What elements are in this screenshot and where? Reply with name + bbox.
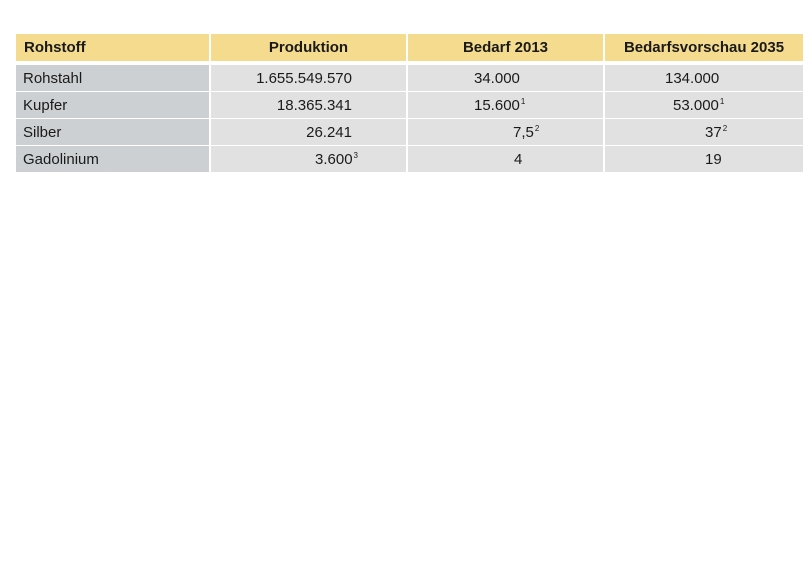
cell-produktion: 1.655.549.570 xyxy=(211,65,406,91)
rohstoff-label: Silber xyxy=(23,123,62,141)
header-produktion: Produktion xyxy=(211,34,406,61)
cell-produktion: 3.6003 xyxy=(211,146,406,172)
cell-bedarf-2013: 34.000 xyxy=(408,65,603,91)
footnote-marker: 3 xyxy=(353,150,358,160)
rohstoff-label: Rohstahl xyxy=(23,69,83,87)
bedarf-value: 15.6001 xyxy=(474,97,525,114)
table-row: Kupfer 18.365.341 15.6001 53.0001 xyxy=(16,92,803,118)
vorschau-value: 19 xyxy=(705,151,723,168)
table-row: Silber 26.241 7,52 372 xyxy=(16,119,803,145)
table-header-row: Rohstoff Produktion Bedarf 2013 Bedarfsv… xyxy=(16,34,803,61)
value-text: 4 xyxy=(514,150,523,168)
value-text: 18.365.341 xyxy=(276,96,352,114)
cell-produktion: 18.365.341 xyxy=(211,92,406,118)
value-text: 37 xyxy=(705,123,722,141)
produktion-value: 26.241 xyxy=(306,124,353,141)
bedarf-value: 34.000 xyxy=(474,70,521,87)
value-text: 53.000 xyxy=(673,96,719,114)
vorschau-value: 372 xyxy=(705,124,727,141)
cell-bedarf-2013: 4 xyxy=(408,146,603,172)
cell-rohstoff: Rohstahl xyxy=(16,65,209,91)
value-text: 3.600 xyxy=(315,150,353,168)
cell-bedarfsvorschau: 372 xyxy=(605,119,803,145)
header-bedarf-2013: Bedarf 2013 xyxy=(408,34,603,61)
header-rohstoff: Rohstoff xyxy=(16,34,209,61)
table-row: Rohstahl 1.655.549.570 34.000 134.000 xyxy=(16,65,803,91)
table-row: Gadolinium 3.6003 4 19 xyxy=(16,146,803,172)
value-text: 19 xyxy=(705,150,722,168)
value-text: 7,5 xyxy=(513,123,534,141)
cell-rohstoff: Gadolinium xyxy=(16,146,209,172)
cell-bedarfsvorschau: 134.000 xyxy=(605,65,803,91)
cell-produktion: 26.241 xyxy=(211,119,406,145)
cell-bedarfsvorschau: 53.0001 xyxy=(605,92,803,118)
footnote-marker: 1 xyxy=(719,96,725,106)
value-text: 1.655.549.570 xyxy=(256,69,352,87)
cell-bedarfsvorschau: 19 xyxy=(605,146,803,172)
cell-bedarf-2013: 7,52 xyxy=(408,119,603,145)
footnote-marker: 1 xyxy=(520,96,526,106)
cell-bedarf-2013: 15.6001 xyxy=(408,92,603,118)
rohstoff-label: Kupfer xyxy=(23,96,68,114)
bedarf-value: 4 xyxy=(514,151,523,168)
header-bedarfsvorschau-2035: Bedarfsvorschau 2035 xyxy=(605,34,803,61)
produktion-value: 18.365.341 xyxy=(277,97,353,114)
value-text: 134.000 xyxy=(665,69,720,87)
vorschau-value: 53.0001 xyxy=(673,97,724,114)
cell-rohstoff: Kupfer xyxy=(16,92,209,118)
raw-materials-table: Rohstoff Produktion Bedarf 2013 Bedarfsv… xyxy=(16,34,803,173)
bedarf-value: 7,52 xyxy=(513,124,539,141)
produktion-value: 3.6003 xyxy=(315,151,358,168)
vorschau-value: 134.000 xyxy=(665,70,720,87)
footnote-marker: 2 xyxy=(722,123,728,133)
produktion-value: 1.655.549.570 xyxy=(256,70,353,87)
value-text: 26.241 xyxy=(306,123,352,141)
value-text: 15.600 xyxy=(474,96,520,114)
value-text: 34.000 xyxy=(474,69,520,87)
footnote-marker: 2 xyxy=(534,123,540,133)
cell-rohstoff: Silber xyxy=(16,119,209,145)
rohstoff-label: Gadolinium xyxy=(23,150,99,168)
